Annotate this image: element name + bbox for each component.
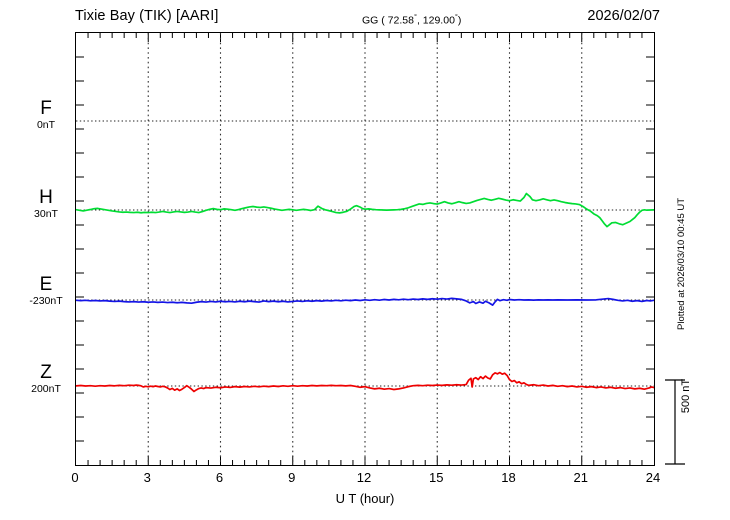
x-tick-label: 15 bbox=[429, 470, 444, 485]
x-tick-label: 21 bbox=[573, 470, 588, 485]
x-tick-label: 0 bbox=[71, 470, 79, 485]
data-traces bbox=[76, 192, 654, 393]
scale-bar-icon bbox=[665, 379, 685, 465]
degree-icon-1: ° bbox=[413, 12, 417, 21]
observation-date: 2026/02/07 bbox=[587, 8, 660, 24]
plotted-at-timestamp: Plotted at 2026/03/10 00:45 UT bbox=[676, 197, 687, 330]
coords-mid: , 129.00 bbox=[416, 14, 455, 27]
component-baseline-e: -230nT bbox=[29, 295, 63, 307]
component-baseline-f: 0nT bbox=[36, 119, 56, 131]
component-label-e: E -230nT bbox=[11, 275, 81, 308]
component-label-h: H 30nT bbox=[18, 188, 74, 221]
x-tick-label: 3 bbox=[143, 470, 151, 485]
coords-prefix: GG ( 72.58 bbox=[362, 14, 414, 27]
x-tick-label: 12 bbox=[356, 470, 372, 485]
degree-icon-2: ° bbox=[454, 12, 458, 21]
coords-suffix: ) bbox=[457, 14, 462, 27]
y-ticks bbox=[76, 56, 654, 442]
component-symbol-f: F bbox=[40, 98, 52, 119]
x-tick-label: 6 bbox=[215, 470, 224, 485]
component-label-f: F 0nT bbox=[18, 99, 74, 132]
scale-bar: 500 nT bbox=[664, 372, 698, 472]
component-symbol-e: E bbox=[39, 274, 53, 295]
x-tick-label: 24 bbox=[645, 470, 661, 485]
station-title: Tixie Bay (TIK) [AARI] bbox=[75, 8, 219, 24]
scale-bar-label: 500 nT bbox=[680, 378, 692, 414]
vertical-gridlines bbox=[147, 33, 583, 465]
x-tick-label: 18 bbox=[501, 470, 516, 485]
magnetogram-plot bbox=[76, 33, 654, 465]
x-axis-title: U T (hour) bbox=[335, 491, 395, 506]
component-label-z: Z 200nT bbox=[18, 363, 74, 396]
component-baseline-z: 200nT bbox=[31, 383, 61, 395]
component-baseline-h: 30nT bbox=[34, 208, 58, 220]
geographic-coordinates: GG ( 72.58°, 129.00°) bbox=[362, 12, 461, 27]
component-symbol-h: H bbox=[39, 187, 53, 208]
component-symbol-z: Z bbox=[40, 362, 52, 383]
plot-frame bbox=[75, 32, 655, 466]
x-tick-label: 9 bbox=[288, 470, 296, 485]
